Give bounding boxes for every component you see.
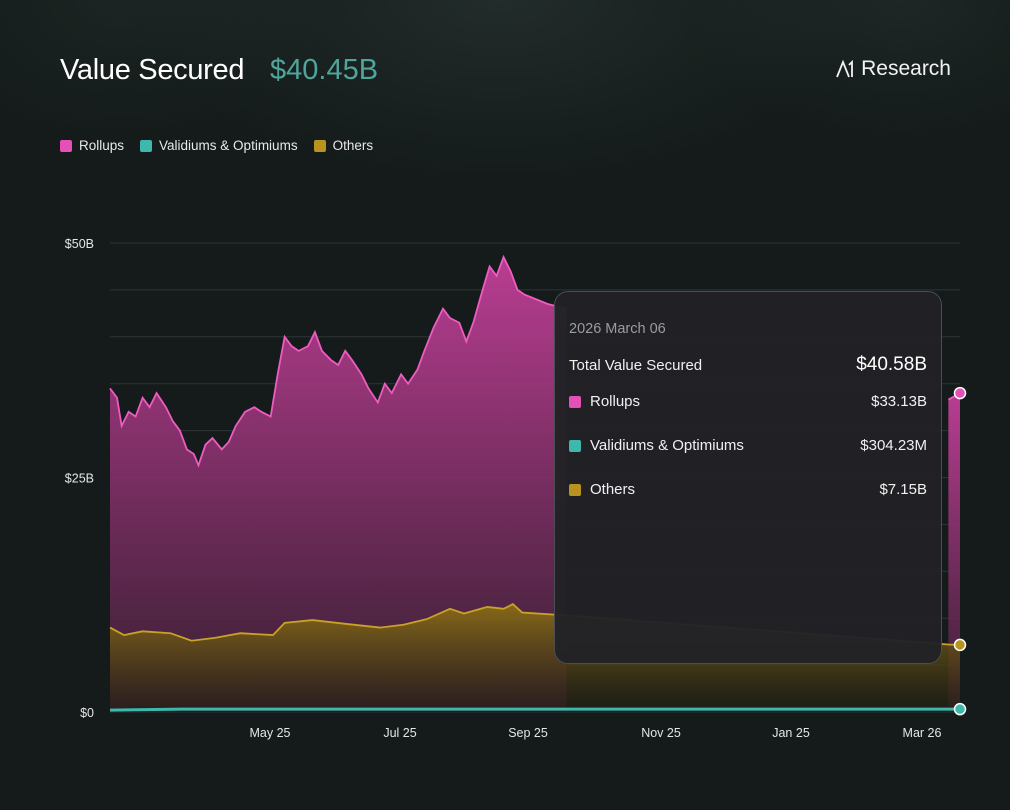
rollups-area (110, 257, 567, 712)
legend-swatch-others (313, 139, 326, 152)
tooltip-swatch-rollups (569, 395, 581, 408)
tooltip-row-validiums: Validiums & Optimiums $304.23M (569, 437, 927, 454)
others-line (109, 603, 961, 646)
tooltip-row-label: Validiums & Optimiums (590, 437, 744, 454)
brand-name: Research (861, 57, 951, 80)
validiums-line (109, 707, 960, 712)
validiums-end-marker[interactable] (953, 702, 967, 716)
rollups-line (109, 254, 567, 468)
tooltip-row-value: $304.23M (860, 437, 927, 454)
legend-item-others[interactable]: Others (313, 138, 374, 153)
tooltip-row-value: $7.15B (879, 481, 927, 498)
end-markers (953, 386, 967, 716)
legend-swatch-rollups (60, 139, 72, 152)
legend-label: Rollups (79, 138, 125, 153)
tooltip-total-row: Total Value Secured $40.58B (569, 354, 927, 376)
legend-item-rollups[interactable]: Rollups (60, 138, 124, 153)
x-tick-label: Nov 25 (641, 726, 681, 740)
rollups-end-marker[interactable] (953, 386, 967, 400)
tooltip-row-label: Others (590, 481, 636, 498)
x-tick-label: May 25 (250, 726, 291, 740)
legend-swatch-validiums (140, 139, 153, 152)
tooltip-row-label: Rollups (590, 393, 641, 410)
brand-logo: Research (835, 57, 951, 81)
tooltip-date: 2026 March 06 (569, 321, 666, 337)
tooltip-total-label: Total Value Secured (569, 356, 703, 374)
rollups-area-tail (948, 393, 960, 712)
tooltip-swatch-others (569, 483, 581, 496)
a1-logo-icon (836, 59, 854, 78)
tooltip-total-value: $40.58B (856, 354, 927, 375)
legend-label: Validiums & Optimiums (159, 138, 298, 153)
legend-label: Others (332, 138, 374, 153)
x-tick-label: Mar 26 (903, 726, 942, 740)
tooltip-row-rollups: Rollups $33.13B (569, 393, 927, 410)
x-axis: May 25 Jul 25 Sep 25 Nov 25 Jan 25 Mar 26 (250, 726, 942, 740)
chart-tooltip: 2026 March 06 Total Value Secured $40.58… (554, 291, 942, 664)
y-tick-label: $0 (80, 706, 94, 720)
x-tick-label: Jan 25 (772, 726, 810, 740)
y-tick-label: $50B (65, 237, 94, 251)
title-total-value: $40.45B (270, 54, 379, 86)
y-tick-label: $25B (65, 472, 94, 486)
legend-item-validiums[interactable]: Validiums & Optimiums (140, 138, 298, 153)
tooltip-swatch-validiums (569, 439, 581, 452)
tooltip-row-others: Others $7.15B (569, 481, 927, 498)
page-title: Value Secured (60, 54, 245, 86)
x-tick-label: Sep 25 (508, 726, 548, 740)
y-axis: $0 $25B $50B (65, 237, 94, 720)
chart-legend: Rollups Validiums & Optimiums Others (60, 138, 373, 153)
others-end-marker[interactable] (953, 638, 967, 652)
tooltip-row-value: $33.13B (871, 393, 927, 410)
x-tick-label: Jul 25 (383, 726, 416, 740)
